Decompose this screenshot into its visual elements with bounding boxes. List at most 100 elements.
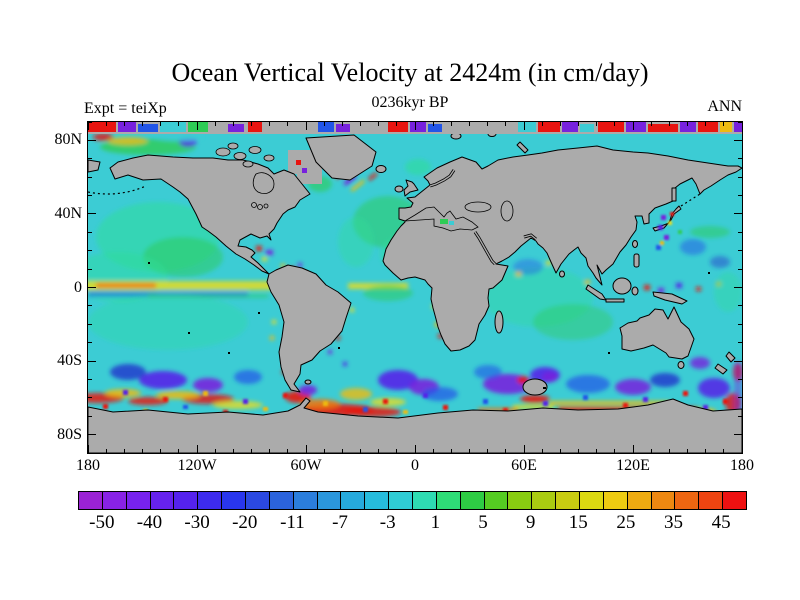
colorbar-cell [126, 492, 151, 509]
aleutian-arc [88, 185, 147, 195]
hudson-bay [252, 172, 275, 194]
sulawesi [631, 286, 639, 296]
axis-tick [741, 122, 743, 130]
continent-eurasia-africa [382, 145, 742, 352]
axis-tick [142, 449, 143, 453]
great-lakes [263, 203, 269, 209]
x-axis-tick-label: 0 [411, 457, 419, 474]
colorbar-tick-label: -30 [184, 512, 210, 533]
world-map [88, 122, 742, 453]
colorbar-cell [651, 492, 676, 509]
colorbar-tick-label: 1 [430, 512, 441, 533]
colorbar-tick-label: 9 [525, 512, 536, 533]
time-label: 0236kyr BP [371, 94, 449, 111]
y-axis-tick-label: 0 [74, 278, 82, 296]
axis-tick [88, 434, 96, 436]
java [605, 298, 625, 303]
map-plot-area [87, 121, 743, 454]
axis-tick [738, 195, 742, 197]
colorbar-tick-label: 5 [478, 512, 488, 533]
axis-tick [734, 287, 742, 288]
colorbar-cell [150, 492, 175, 509]
great-lakes [257, 204, 263, 210]
axis-tick [505, 449, 507, 453]
sumatra [585, 284, 607, 301]
axis-tick [160, 449, 162, 453]
chukotka-wrap [88, 159, 101, 173]
axis-tick [323, 449, 325, 453]
australia [619, 306, 695, 360]
axis-tick [650, 449, 652, 453]
x-axis-tick-label: 60E [511, 457, 537, 474]
axis-tick [396, 122, 398, 126]
y-axis-tick-label: 40N [54, 204, 82, 222]
arctic-archipelago [215, 142, 275, 168]
axis-tick [614, 122, 616, 126]
axis-tick [160, 122, 162, 126]
axis-tick [632, 122, 634, 130]
axis-tick [414, 122, 416, 130]
axis-tick [578, 122, 579, 126]
axis-tick [487, 449, 489, 453]
axis-tick [705, 122, 707, 126]
axis-tick [596, 449, 598, 453]
axis-tick [738, 268, 742, 270]
mediterranean-cell [449, 221, 454, 225]
colorbar-cell [317, 492, 342, 509]
axis-tick [196, 445, 198, 453]
persian-gulf [523, 234, 537, 240]
red-sea [474, 231, 496, 265]
axis-tick [738, 305, 742, 307]
y-axis-tick-label: 80N [54, 131, 82, 149]
axis-tick [360, 122, 361, 126]
colorbar-cell [246, 492, 270, 509]
axis-tick [650, 122, 652, 126]
axis-tick [341, 449, 343, 453]
colorbar-tick-label: -7 [332, 512, 348, 533]
axis-tick [614, 449, 616, 453]
axis-tick [123, 122, 125, 126]
colorbar-cell [436, 492, 461, 509]
axis-tick [668, 449, 670, 453]
continents [88, 131, 742, 453]
colorbar-cell [532, 492, 557, 509]
axis-tick [88, 158, 92, 160]
axis-tick [687, 449, 688, 453]
axis-tick [668, 122, 670, 126]
kuril-arc [680, 193, 701, 207]
axis-tick [469, 122, 470, 126]
tasmania [677, 361, 685, 369]
novaya-zemlya [516, 141, 529, 154]
borneo [612, 277, 632, 295]
axis-tick [87, 122, 89, 130]
colorbar-cell [580, 492, 604, 509]
greenland [305, 134, 377, 181]
colorbar-cell [198, 492, 223, 509]
colorbar-tick-label: 35 [664, 512, 684, 533]
axis-tick [378, 122, 380, 126]
colorbar-cell [341, 492, 366, 509]
axis-tick [305, 445, 307, 453]
axis-tick [738, 397, 742, 399]
axis-tick [738, 250, 742, 252]
axis-tick [88, 195, 92, 197]
continent-south-america [266, 264, 352, 393]
axis-tick [88, 139, 96, 141]
axis-tick [305, 122, 307, 130]
colorbar-cell [269, 492, 294, 509]
axis-tick [88, 452, 92, 454]
axis-tick [360, 449, 361, 453]
axis-tick [734, 139, 742, 141]
x-axis-tick-label: 180 [76, 457, 100, 474]
axis-tick [396, 449, 398, 453]
colorbar-cell [79, 492, 103, 509]
axis-tick [738, 121, 742, 123]
colorbar-cell [102, 492, 127, 509]
colorbar-cell [603, 492, 628, 509]
colorbar-cell [508, 492, 533, 509]
x-axis-tick-label: 120W [177, 457, 217, 474]
axis-tick [450, 122, 452, 126]
sri-lanka [559, 270, 565, 278]
colorbar-cell [222, 492, 247, 509]
